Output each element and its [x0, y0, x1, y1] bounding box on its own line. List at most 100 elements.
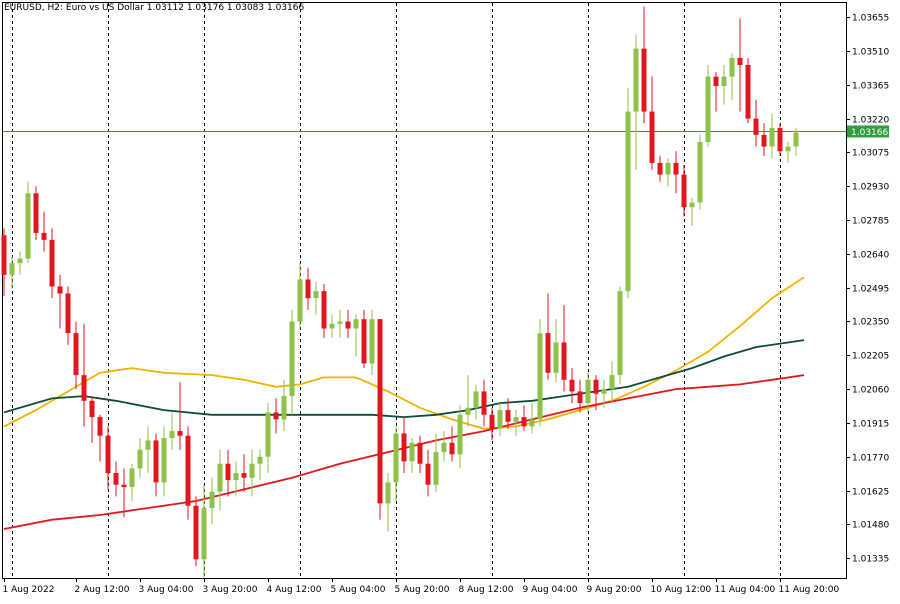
- candle-body-bullish: [217, 463, 223, 492]
- candle-body-bullish: [689, 202, 695, 208]
- y-axis-tick-label: 1.02930: [852, 183, 889, 193]
- x-axis-tick-label: 3 Aug 04:00: [139, 585, 194, 595]
- ohlc-high: 1.03176: [186, 3, 225, 13]
- candle-body-bullish: [393, 433, 399, 483]
- candle-body-bearish: [73, 333, 79, 376]
- y-axis-tick-label: 1.01625: [852, 488, 889, 498]
- candle-body-bullish: [145, 440, 151, 450]
- candle-body-bullish: [161, 438, 167, 483]
- symbol-label: EURUSD: [4, 3, 42, 13]
- candle-body-bullish: [169, 431, 175, 439]
- y-axis-tick-label: 1.01915: [852, 420, 889, 430]
- candle-body-bearish: [225, 463, 231, 481]
- candle-body-bearish: [521, 417, 527, 427]
- y-axis-tick-label: 1.02640: [852, 251, 889, 261]
- ohlc-close: 1.03166: [267, 3, 305, 13]
- ohlc-open: 1.03112: [146, 3, 184, 13]
- candle-body-bearish: [321, 291, 327, 329]
- candle-body-bullish: [353, 319, 359, 329]
- y-axis-tick-label: 1.01770: [852, 454, 889, 464]
- candle-body-bearish: [401, 433, 407, 462]
- candle-body-bearish: [113, 473, 119, 485]
- candle-body-bullish: [529, 419, 535, 427]
- x-axis-tick-label: 11 Aug 04:00: [715, 585, 776, 595]
- candle-body-bullish: [625, 111, 631, 292]
- candle-body-bearish: [673, 162, 679, 175]
- x-axis-tick-label: 5 Aug 20:00: [395, 585, 450, 595]
- candle-body-bullish: [553, 342, 559, 373]
- candle-body-bullish: [433, 452, 439, 485]
- candle-body-bullish: [729, 57, 735, 77]
- candle-body-bearish: [57, 286, 63, 294]
- candle-body-bullish: [705, 76, 711, 142]
- candle-body-bearish: [649, 111, 655, 163]
- candle-body-bullish: [409, 442, 415, 462]
- candle-body-bullish: [9, 263, 15, 275]
- chart-header: EURUSD, H2: Euro vs US Dollar 1.03112 1.…: [4, 3, 304, 13]
- moving-average-line-1: [3, 276, 805, 430]
- candle-body-bullish: [473, 391, 479, 408]
- candle-body-bearish: [1, 235, 7, 275]
- candle-body-bearish: [761, 134, 767, 147]
- candle-body-bullish: [513, 417, 519, 422]
- candle-body-bearish: [49, 239, 55, 287]
- candle-body-bullish: [337, 321, 343, 324]
- candle-body-bullish: [25, 193, 31, 259]
- candle-body-bearish: [569, 379, 575, 392]
- candle-body-bearish: [153, 440, 159, 483]
- candle-body-bearish: [185, 435, 191, 506]
- x-axis-tick-label: 4 Aug 12:00: [267, 585, 322, 595]
- y-axis-tick-label: 1.02785: [852, 217, 889, 227]
- candle-body-bullish: [329, 323, 335, 329]
- candle-body-bearish: [737, 57, 743, 65]
- candle-body-bullish: [793, 132, 799, 147]
- candle-body-bearish: [273, 412, 279, 420]
- candle-body-bearish: [65, 293, 71, 334]
- candle-body-bullish: [721, 76, 727, 86]
- x-axis-tick-label: 8 Aug 12:00: [459, 585, 514, 595]
- candle-body-bullish: [313, 291, 319, 299]
- candle-body-bearish: [777, 127, 783, 152]
- x-axis-tick-label: 5 Aug 04:00: [331, 585, 386, 595]
- candle-body-bullish: [385, 482, 391, 504]
- x-axis-tick-label: 2 Aug 12:00: [75, 585, 130, 595]
- candle-body-bearish: [81, 375, 87, 401]
- y-axis-tick-label: 1.03075: [852, 149, 889, 159]
- candle-body-bearish: [545, 333, 551, 373]
- plot-frame: [2, 2, 847, 579]
- y-axis-tick-label: 1.03510: [852, 48, 889, 58]
- candle-body-bullish: [457, 414, 463, 455]
- candle-body-bullish: [201, 508, 207, 560]
- header-sep-2: :: [60, 3, 66, 13]
- candle-body-bearish: [681, 174, 687, 208]
- ohlc-low: 1.03083: [226, 3, 265, 13]
- y-axis-tick-label: 1.02350: [852, 318, 889, 328]
- candle-body-bearish: [305, 279, 311, 299]
- candle-body-bullish: [17, 258, 23, 264]
- candle-body-bullish: [369, 319, 375, 364]
- candle-body-bearish: [97, 417, 103, 436]
- candle-body-bullish: [609, 375, 615, 390]
- candle-body-bearish: [489, 414, 495, 429]
- candle-body-bullish: [537, 333, 543, 420]
- candle-body-bullish: [769, 127, 775, 147]
- candle-body-bearish: [505, 410, 511, 422]
- candle-body-bearish: [345, 321, 351, 329]
- candle-body-bearish: [713, 76, 719, 86]
- candle-body-bullish: [249, 463, 255, 478]
- x-axis-tick-label: 1 Aug 2022: [3, 585, 55, 595]
- y-axis-tick-label: 1.02060: [852, 386, 889, 396]
- candle-body-bullish: [265, 412, 271, 457]
- candle-body-bearish: [105, 435, 111, 474]
- x-axis-tick-label: 3 Aug 20:00: [203, 585, 258, 595]
- y-axis-tick-label: 1.02205: [852, 352, 889, 362]
- candle-body-bullish: [129, 468, 135, 488]
- candle-body-bearish: [481, 391, 487, 415]
- timeframe-label: H2: [47, 3, 61, 13]
- x-axis-tick-label: 9 Aug 04:00: [523, 585, 578, 595]
- y-axis-tick-label: 1.02495: [852, 285, 889, 295]
- candle-body-bullish: [633, 48, 639, 112]
- candle-body-bullish: [697, 141, 703, 203]
